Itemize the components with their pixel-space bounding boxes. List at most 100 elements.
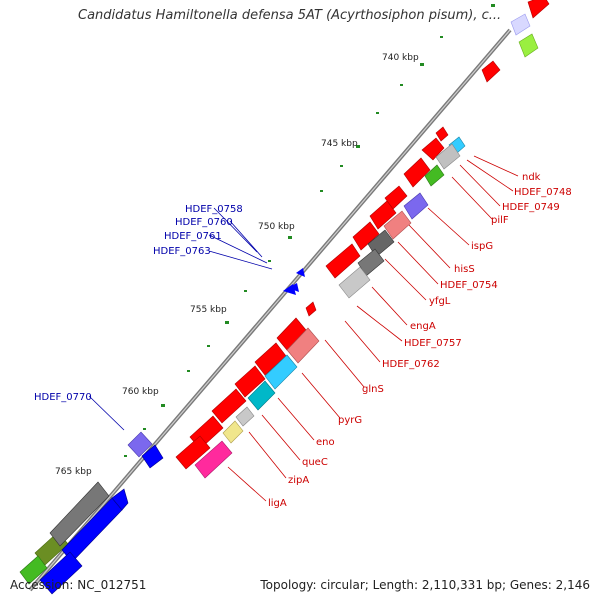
gene-arrow[interactable] — [39, 551, 83, 595]
gene-label[interactable]: engA — [410, 321, 436, 332]
gene-arrow[interactable] — [352, 221, 380, 251]
gene-label[interactable]: eno — [316, 437, 335, 448]
leader-line — [397, 241, 439, 285]
leader-line — [451, 176, 493, 220]
scale-label: 745 kbp — [321, 139, 358, 149]
gene-label[interactable]: pyrG — [338, 415, 362, 426]
gene-block[interactable] — [264, 354, 298, 390]
scale-label: 750 kbp — [258, 222, 295, 232]
leader-line — [344, 320, 381, 363]
leader-line — [427, 207, 470, 246]
gene-label[interactable]: HDEF_0757 — [404, 338, 462, 349]
leader-line — [356, 305, 403, 342]
gene-block[interactable] — [424, 164, 445, 187]
scale-labels: 740 kbp 745 kbp 750 kbp 755 kbp 760 kbp … — [55, 53, 419, 477]
gene-label[interactable]: HDEF_0758 — [185, 204, 243, 215]
gene-arrow[interactable] — [325, 243, 361, 279]
gene-label[interactable]: yfgL — [429, 296, 451, 307]
gene-block[interactable] — [403, 192, 429, 220]
leader-line — [213, 207, 258, 253]
gene-arrow[interactable] — [481, 60, 501, 83]
leader-line — [324, 339, 365, 388]
gene-arrow[interactable] — [435, 126, 449, 142]
gene-label[interactable]: glnS — [362, 384, 384, 395]
gene-arrow[interactable] — [175, 435, 211, 470]
scale-tick — [288, 236, 292, 239]
gene-block[interactable] — [19, 555, 48, 585]
gene-label[interactable]: queC — [302, 457, 328, 468]
gene-block[interactable] — [435, 143, 461, 170]
gene-arrow[interactable] — [421, 137, 445, 161]
gene-block[interactable] — [222, 420, 244, 444]
gene-label[interactable]: HDEF_0770 — [34, 392, 92, 403]
gene-label[interactable]: ispG — [471, 241, 493, 252]
gene-label[interactable]: HDEF_0760 — [175, 217, 233, 228]
gene-label[interactable]: ndk — [522, 172, 541, 183]
scale-label: 755 kbp — [190, 305, 227, 315]
leader-line — [371, 286, 408, 326]
leader-line — [301, 372, 341, 419]
gene-block[interactable] — [127, 431, 153, 458]
scale-dot — [124, 455, 127, 457]
gene-block[interactable] — [247, 380, 276, 411]
leader-line — [473, 155, 519, 177]
accession-text: Accession: NC_012751 — [10, 578, 147, 592]
scale-dot — [400, 84, 403, 86]
map-title: Candidatus Hamiltonella defensa 5AT (Acy… — [78, 8, 502, 23]
leader-line — [384, 258, 427, 301]
gene-block[interactable] — [235, 406, 255, 427]
gene-block[interactable] — [286, 327, 320, 364]
leader-line — [459, 164, 501, 207]
gene-arrow[interactable] — [296, 268, 305, 277]
gene-arrow[interactable] — [305, 301, 317, 317]
genome-backbone-highlight — [29, 29, 511, 591]
gene-arrow[interactable] — [234, 365, 266, 398]
gene-arrow[interactable] — [527, 0, 550, 19]
leader-line — [466, 159, 514, 192]
leader-line — [261, 414, 301, 461]
gene-block[interactable] — [518, 33, 539, 58]
gene-label[interactable]: HDEF_0762 — [382, 359, 440, 370]
forward-strand-features — [19, 0, 550, 595]
reverse-gene-labels: HDEF_0758 HDEF_0760 HDEF_0761 HDEF_0763 … — [34, 204, 243, 403]
scale-dot — [268, 260, 271, 262]
scale-dot — [207, 345, 210, 347]
gene-block[interactable] — [510, 13, 531, 36]
gene-arrow[interactable] — [211, 388, 247, 424]
gene-label[interactable]: HDEF_0754 — [440, 280, 498, 291]
scale-tick — [491, 4, 495, 7]
gene-arrow[interactable] — [369, 200, 397, 230]
gene-label[interactable]: pilF — [491, 215, 509, 226]
gene-arrow[interactable] — [288, 283, 299, 292]
gene-block[interactable] — [338, 266, 371, 299]
gene-label[interactable]: zipA — [288, 475, 309, 486]
gene-block[interactable] — [383, 210, 412, 240]
scale-dot — [143, 428, 146, 430]
gene-label[interactable]: HDEF_0763 — [153, 246, 211, 257]
scale-label: 740 kbp — [382, 53, 419, 63]
leader-line — [277, 397, 315, 441]
leader-line — [408, 224, 451, 269]
gene-label[interactable]: hisS — [454, 264, 475, 275]
leader-line — [248, 431, 287, 479]
gene-label[interactable]: HDEF_0748 — [514, 187, 572, 198]
topology-summary: Topology: circular; Length: 2,110,331 bp… — [260, 578, 590, 592]
scale-dot — [340, 165, 343, 167]
gene-arrow[interactable] — [141, 444, 164, 469]
scale-dot — [376, 112, 379, 114]
gene-label[interactable]: HDEF_0761 — [164, 231, 222, 242]
gene-label[interactable]: HDEF_0749 — [502, 202, 560, 213]
gene-block[interactable] — [194, 440, 233, 479]
scale-label: 760 kbp — [122, 387, 159, 397]
gene-arrow[interactable] — [111, 488, 129, 511]
scale-label: 765 kbp — [55, 467, 92, 477]
gene-arrow[interactable] — [403, 157, 431, 188]
gene-block[interactable] — [49, 481, 110, 547]
scale-ticks — [53, 4, 495, 540]
reverse-strand-features — [127, 268, 305, 469]
scale-tick — [356, 145, 360, 148]
leader-line — [229, 220, 263, 258]
scale-dot — [320, 190, 323, 192]
gene-label[interactable]: ligA — [268, 498, 287, 509]
